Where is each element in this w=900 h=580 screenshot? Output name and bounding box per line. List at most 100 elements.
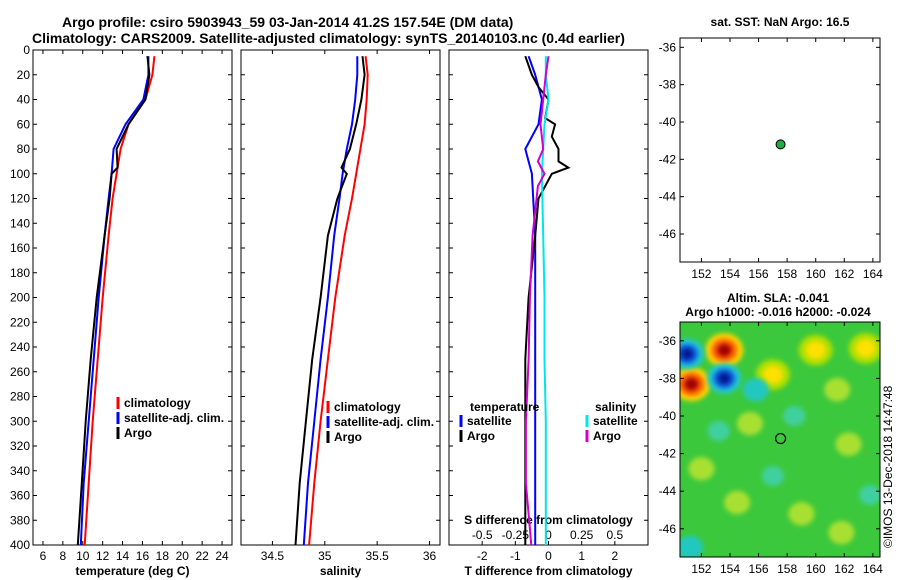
temperature-ytick-label-0: 0	[23, 43, 30, 57]
sla-map-anomaly-11-0	[688, 456, 715, 481]
difference-series-line-0	[524, 55, 543, 545]
sla-map-ytick-label--44: -44	[659, 484, 677, 498]
salinity-xtick-label-3: 36	[423, 549, 437, 563]
difference-profile-panel: -2 -1 0 1 2 -0.5 -0.25 0 0.25 0.5S difference fro…	[448, 49, 649, 578]
temperature-ytick-label-220: 220	[10, 315, 30, 329]
sla-map-anomaly-8-0	[824, 377, 851, 402]
salinity-xtick-label-0: 34.5	[261, 549, 285, 563]
sst-map-xtick-label-154: 154	[720, 267, 740, 281]
salinity-legend-label-0: climatology	[334, 400, 401, 414]
temperature-ytick-label-200: 200	[10, 291, 30, 305]
sst-map-ytick-label--36: -36	[659, 40, 677, 54]
temperature-ytick-label-300: 300	[10, 414, 30, 428]
temperature-ytick-label-380: 380	[10, 513, 30, 527]
temperature-ytick-label-360: 360	[10, 489, 30, 503]
sst-map-xtick-label-156: 156	[749, 267, 769, 281]
difference-xtick-label-2: 2	[611, 549, 618, 563]
temperature-ytick-label-260: 260	[10, 365, 30, 379]
temperature-ytick-label-180: 180	[10, 266, 30, 280]
difference-x2tick-label-3: 0.25	[570, 528, 594, 542]
temperature-ytick-label-40: 40	[17, 93, 31, 107]
sla-map-anomaly-1-2	[684, 377, 699, 391]
sst-map-ytick-label--38: -38	[659, 78, 677, 92]
sla-map-frame	[679, 321, 881, 558]
temperature-ytick-label-240: 240	[10, 340, 30, 354]
sla-map-xtick-label-160: 160	[806, 562, 826, 576]
salinity-series-line-2	[294, 56, 366, 546]
temperature-xtick-label-20: 20	[176, 549, 190, 563]
temperature-xtick-label-16: 16	[136, 549, 150, 563]
temperature-ytick-label-140: 140	[10, 216, 30, 230]
temperature-series-line-0	[83, 56, 156, 546]
sla-map-anomaly-16-0	[680, 535, 703, 557]
temperature-ytick-label-100: 100	[10, 167, 30, 181]
difference-legend-salinity-heading: salinity	[595, 400, 637, 414]
temperature-x-axis-label: temperature (deg C)	[75, 564, 189, 578]
temperature-ytick-label-160: 160	[10, 241, 30, 255]
sst-map-xtick-label-164: 164	[863, 267, 883, 281]
sla-map-anomaly-10-0	[737, 411, 763, 436]
sst-map-argo-location-marker-0	[775, 139, 786, 150]
difference-series-line-1	[524, 55, 571, 545]
temperature-ytick-label-280: 280	[10, 390, 30, 404]
difference-xtick-label--1: -1	[510, 549, 521, 563]
sst-map-xtick-label-158: 158	[777, 267, 797, 281]
difference-xtick-label-1: 1	[578, 549, 585, 563]
sst-map-ytick-label--46: -46	[659, 227, 677, 241]
difference-legend-salinity-label-1: Argo	[593, 429, 621, 443]
temperature-ytick-label-120: 120	[10, 192, 30, 206]
difference-plot-frame	[448, 49, 649, 546]
temperature-ytick-label-320: 320	[10, 439, 30, 453]
temperature-legend-label-1: satellite-adj. clim.	[124, 411, 224, 425]
difference-legend-temperature-label-1: Argo	[467, 429, 495, 443]
figure-title-line2: Climatology: CARS2009. Satellite-adjuste…	[32, 30, 625, 46]
difference-legend-temperature-label-0: satellite	[467, 414, 512, 428]
sst-map-ytick-label--40: -40	[659, 115, 677, 129]
salinity-series-line-1	[302, 56, 359, 546]
sla-map-xtick-label-156: 156	[749, 562, 769, 576]
sla-map-anomaly-2-2	[681, 348, 694, 360]
difference-xtick-label--2: -2	[477, 549, 488, 563]
sla-map-xtick-label-162: 162	[834, 562, 854, 576]
sla-map-ytick-label--46: -46	[659, 522, 677, 536]
sla-map-anomaly-19-0	[783, 406, 806, 426]
temperature-series-line-1	[79, 56, 150, 546]
sla-map-anomaly-6-1	[855, 339, 876, 358]
sla-map-field	[680, 322, 880, 557]
temperature-ytick-label-400: 400	[10, 538, 30, 552]
temperature-xtick-label-12: 12	[96, 549, 110, 563]
temperature-xtick-label-18: 18	[156, 549, 170, 563]
temperature-plot-frame	[32, 49, 233, 546]
salinity-legend-label-2: Argo	[334, 430, 362, 444]
temperature-ytick-label-20: 20	[17, 68, 31, 82]
difference-x2tick-label-4: 0.5	[606, 528, 623, 542]
temperature-series-line-2	[76, 56, 151, 546]
salinity-series-line-0	[308, 56, 369, 546]
sst-map-frame	[679, 37, 881, 263]
sla-map-anomaly-14-0	[788, 502, 815, 526]
salinity-xtick-label-1: 35	[318, 549, 332, 563]
difference-xtick-label-0: 0	[545, 549, 552, 563]
sst-map-ytick-label--42: -42	[659, 152, 677, 166]
temperature-xtick-label-14: 14	[116, 549, 130, 563]
sla-map-anomaly-4-1	[762, 365, 783, 384]
sla-map-anomaly-17-0	[761, 466, 784, 487]
salinity-xtick-label-2: 35.5	[365, 549, 389, 563]
salinity-legend-label-1: satellite-adj. clim.	[334, 415, 434, 429]
difference-x2-axis-label: S difference from climatology	[464, 513, 633, 527]
sst-map-xtick-label-152: 152	[691, 267, 711, 281]
sla-map-anomaly-7-0	[742, 377, 769, 402]
sla-map-anomaly-9-0	[707, 421, 730, 441]
temperature-ytick-label-60: 60	[17, 117, 31, 131]
figure-title-line1: Argo profile: csiro 5903943_59 03-Jan-20…	[62, 14, 513, 30]
sla-map-anomaly-3-2	[718, 373, 731, 384]
sla-map-ytick-label--42: -42	[659, 447, 677, 461]
sla-map-anomaly-0-2	[717, 343, 732, 357]
sst-map-panel: sat. SST: NaN Argo: 16.5 152 154 156 158 160 1…	[659, 15, 884, 281]
difference-x2tick-label-2: 0	[545, 528, 552, 542]
imos-credit: ©IMOS 13-Dec-2018 14:47:48	[881, 385, 895, 548]
sst-map-xtick-label-162: 162	[834, 267, 854, 281]
sla-map-ytick-label--40: -40	[659, 409, 677, 423]
sla-map-ytick-label--36: -36	[659, 334, 677, 348]
